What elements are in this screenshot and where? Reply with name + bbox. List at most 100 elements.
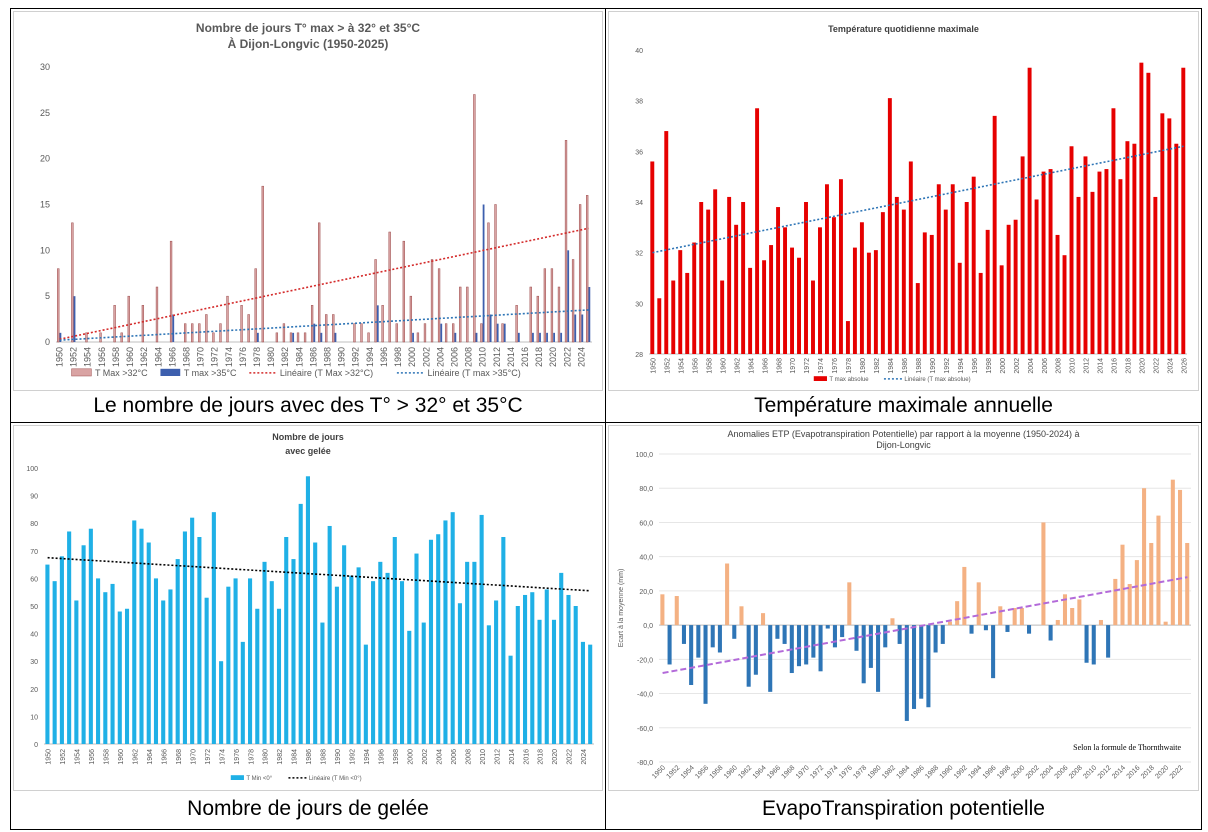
y-tick-label: 90 [30,494,38,501]
y-axis-label: Ecart à la moyenne (mm) [618,569,625,648]
x-tick-label: 2020 [1154,764,1170,780]
bar [567,250,570,342]
bar [696,625,701,658]
bar [1062,594,1068,626]
bar [1132,143,1137,354]
bar [517,332,520,342]
legend-label: T Max >32°C [95,368,148,378]
bar [717,625,722,653]
bar [59,332,62,342]
x-tick-label: 1978 [852,764,868,780]
bar [532,332,534,342]
x-tick-label: 1974 [219,749,226,765]
chart-title: Nombre de jours T° max > à 32° et 35°C [196,21,420,35]
bar [887,98,892,354]
bar [991,625,996,679]
bar [175,559,180,744]
x-tick-label: 1960 [125,347,135,367]
bar [1041,522,1046,626]
bar [282,323,286,343]
bar [1083,156,1088,354]
x-tick-label: 2010 [478,347,488,367]
bar [985,229,990,354]
x-tick-label: 1962 [132,749,139,765]
bar [334,586,339,744]
x-tick-label: 1992 [944,358,951,374]
x-tick-label: 2002 [1014,358,1021,374]
x-tick-label: 2000 [407,347,417,367]
bar [349,575,354,744]
legend-label: T Min <0° [246,776,272,782]
bar [983,625,988,631]
bar [969,625,974,634]
bar [452,323,455,343]
x-tick-label: 1982 [277,749,284,765]
x-tick-label: 1976 [238,347,248,367]
cell-top-left: Nombre de jours T° max > à 32° et 35°C À … [11,9,605,422]
chart-subtitle: avec gelée [285,446,331,456]
cell-top-right: Température quotidienne maximale 28 30 32 34… [606,9,1201,422]
x-tick-label: 1966 [167,347,177,367]
bar [845,321,850,354]
bar [852,247,857,354]
bar [254,268,257,343]
bar [409,295,413,343]
bar [496,323,499,342]
x-tick-label: 1962 [734,358,741,374]
bar [936,184,941,354]
bar [388,231,391,343]
bar [1139,62,1144,355]
legend-swatch [813,376,827,381]
x-tick-label: 1976 [832,358,839,374]
x-tick-label: 2014 [1111,764,1127,780]
bar [998,606,1003,626]
x-tick-label: 1982 [874,358,881,374]
bar [831,217,836,354]
x-tick-label: 2010 [480,749,487,765]
y-tick-label: 10 [30,714,38,721]
chart-annotation: Selon la formule de Thornthwaite [1073,743,1181,752]
bar [536,295,539,343]
bar [320,332,323,342]
bar [818,227,822,354]
x-tick-label: 1972 [809,764,825,780]
bar [1077,599,1082,626]
bar [929,234,934,354]
bar [999,265,1004,354]
bar [480,323,483,343]
bar [103,592,108,744]
bar [219,323,222,343]
bar [219,661,224,744]
x-tick-label: 1996 [379,347,389,367]
bar [1019,608,1024,626]
chart-subtitle: Dijon-Longvic [876,440,931,450]
x-tick-label: 1986 [306,749,313,765]
x-tick-label: 1954 [678,358,685,374]
bar [399,581,405,744]
chart-panel-frost: Nombre de jours avec gelée 0 10 20 30 40 50 60 70… [13,425,603,791]
y-tick-label: 20 [30,687,38,694]
bar [734,224,739,354]
bar [782,625,787,644]
bar [761,613,766,626]
x-tick-label: 1988 [916,358,923,374]
x-tick-label: 1970 [190,749,197,765]
bar [1005,625,1010,632]
bar [1120,544,1125,626]
x-tick-label: 1996 [972,358,979,374]
legend-swatch [230,775,244,780]
bar [501,323,504,343]
bar [450,512,455,744]
x-tick-label: 1976 [234,749,241,765]
x-tick-label: 2006 [449,347,459,367]
bar [385,572,390,744]
bar [955,601,960,626]
bar [571,259,575,343]
bar [908,161,913,354]
bar [197,537,202,744]
bar [1153,196,1158,354]
bar [275,332,279,343]
bar [581,314,584,342]
bar [1070,608,1075,626]
bar [117,611,122,744]
